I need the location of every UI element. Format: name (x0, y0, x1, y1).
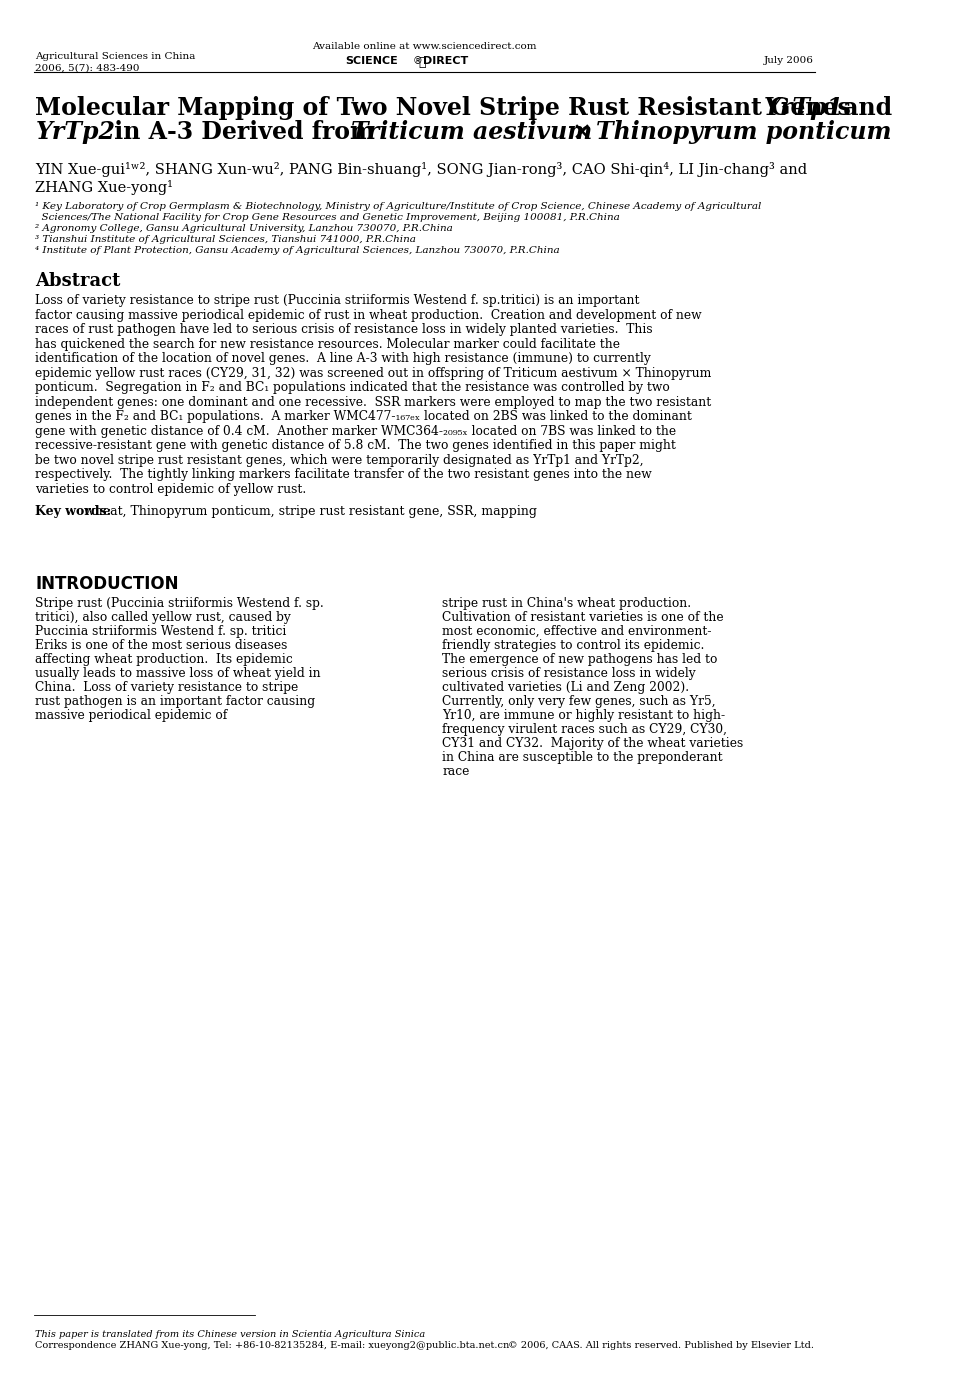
Text: ³ Tianshui Institute of Agricultural Sciences, Tianshui 741000, P.R.China: ³ Tianshui Institute of Agricultural Sci… (36, 235, 417, 244)
Text: Triticum aestivum: Triticum aestivum (351, 120, 592, 144)
Text: wheat, Thinopyrum ponticum, stripe rust resistant gene, SSR, mapping: wheat, Thinopyrum ponticum, stripe rust … (84, 505, 537, 518)
Text: races of rust pathogen have led to serious crisis of resistance loss in widely p: races of rust pathogen have led to serio… (36, 323, 653, 335)
Text: in A-3 Derived from: in A-3 Derived from (107, 120, 383, 144)
Text: independent genes: one dominant and one recessive.  SSR markers were employed to: independent genes: one dominant and one … (36, 396, 711, 408)
Text: Yr10, are immune or highly resistant to high-: Yr10, are immune or highly resistant to … (443, 709, 725, 722)
Text: ² Agronomy College, Gansu Agricultural University, Lanzhou 730070, P.R.China: ² Agronomy College, Gansu Agricultural U… (36, 224, 453, 233)
Text: YrTp1: YrTp1 (764, 97, 844, 120)
Text: race: race (443, 765, 469, 778)
Text: Abstract: Abstract (36, 272, 121, 290)
Text: has quickened the search for new resistance resources. Molecular marker could fa: has quickened the search for new resista… (36, 338, 620, 351)
Text: Cultivation of resistant varieties is one of the: Cultivation of resistant varieties is on… (443, 611, 724, 624)
Text: ⁴ Institute of Plant Protection, Gansu Academy of Agricultural Sciences, Lanzhou: ⁴ Institute of Plant Protection, Gansu A… (36, 246, 560, 255)
Text: respectively.  The tightly linking markers facilitate transfer of the two resist: respectively. The tightly linking marker… (36, 468, 652, 482)
Text: INTRODUCTION: INTRODUCTION (36, 575, 179, 593)
Text: factor causing massive periodical epidemic of rust in wheat production.  Creatio: factor causing massive periodical epidem… (36, 309, 702, 322)
Text: July 2006: July 2006 (763, 57, 813, 65)
Text: ⓐ: ⓐ (419, 57, 425, 69)
Text: Eriks is one of the most serious diseases: Eriks is one of the most serious disease… (36, 639, 288, 651)
Text: DIRECT: DIRECT (422, 57, 468, 66)
Text: epidemic yellow rust races (CY29, 31, 32) was screened out in offspring of Triti: epidemic yellow rust races (CY29, 31, 32… (36, 367, 711, 380)
Text: massive periodical epidemic of: massive periodical epidemic of (36, 709, 228, 722)
Text: YrTp2: YrTp2 (36, 120, 115, 144)
Text: and: and (835, 97, 892, 120)
Text: genes in the F₂ and BC₁ populations.  A marker WMC477-₁₆₇ₑₓ located on 2BS was l: genes in the F₂ and BC₁ populations. A m… (36, 410, 692, 424)
Text: Puccinia striiformis Westend f. sp. tritici: Puccinia striiformis Westend f. sp. trit… (36, 625, 287, 638)
Text: recessive-resistant gene with genetic distance of 5.8 cM.  The two genes identif: recessive-resistant gene with genetic di… (36, 439, 676, 453)
Text: ¹ Key Laboratory of Crop Germplasm & Biotechnology, Ministry of Agriculture/Inst: ¹ Key Laboratory of Crop Germplasm & Bio… (36, 201, 761, 211)
Text: ×: × (564, 120, 600, 144)
Text: varieties to control epidemic of yellow rust.: varieties to control epidemic of yellow … (36, 483, 306, 495)
Text: Key words:: Key words: (36, 505, 116, 518)
Text: Thinopyrum ponticum: Thinopyrum ponticum (596, 120, 892, 144)
Text: SCIENCE: SCIENCE (345, 57, 397, 66)
Text: usually leads to massive loss of wheat yield in: usually leads to massive loss of wheat y… (36, 667, 321, 680)
Text: stripe rust in China's wheat production.: stripe rust in China's wheat production. (443, 598, 691, 610)
Text: Molecular Mapping of Two Novel Stripe Rust Resistant Genes: Molecular Mapping of Two Novel Stripe Ru… (36, 97, 859, 120)
Text: CY31 and CY32.  Majority of the wheat varieties: CY31 and CY32. Majority of the wheat var… (443, 737, 743, 749)
Text: Correspondence ZHANG Xue-yong, Tel: +86-10-82135284, E-mail: xueyong2@public.bta: Correspondence ZHANG Xue-yong, Tel: +86-… (36, 1341, 510, 1350)
Text: ponticum.  Segregation in F₂ and BC₁ populations indicated that the resistance w: ponticum. Segregation in F₂ and BC₁ popu… (36, 381, 670, 395)
Text: Available online at www.sciencedirect.com: Available online at www.sciencedirect.co… (312, 41, 537, 51)
Text: serious crisis of resistance loss in widely: serious crisis of resistance loss in wid… (443, 667, 696, 680)
Text: in China are susceptible to the preponderant: in China are susceptible to the preponde… (443, 751, 723, 765)
Text: most economic, effective and environment-: most economic, effective and environment… (443, 625, 711, 638)
Text: tritici), also called yellow rust, caused by: tritici), also called yellow rust, cause… (36, 611, 291, 624)
Text: ZHANG Xue-yong¹: ZHANG Xue-yong¹ (36, 179, 174, 195)
Text: identification of the location of novel genes.  A line A-3 with high resistance : identification of the location of novel … (36, 352, 651, 364)
Text: be two novel stripe rust resistant genes, which were temporarily designated as Y: be two novel stripe rust resistant genes… (36, 454, 644, 466)
Text: Sciences/The National Facility for Crop Gene Resources and Genetic Improvement, : Sciences/The National Facility for Crop … (36, 213, 620, 222)
Text: YIN Xue-gui¹ʷ², SHANG Xun-wu², PANG Bin-shuang¹, SONG Jian-rong³, CAO Shi-qin⁴, : YIN Xue-gui¹ʷ², SHANG Xun-wu², PANG Bin-… (36, 161, 807, 177)
Text: This paper is translated from its Chinese version in Scientia Agricultura Sinica: This paper is translated from its Chines… (36, 1330, 425, 1339)
Text: frequency virulent races such as CY29, CY30,: frequency virulent races such as CY29, C… (443, 723, 727, 736)
Text: Loss of variety resistance to stripe rust (Puccinia striiformis Westend f. sp.tr: Loss of variety resistance to stripe rus… (36, 294, 640, 306)
Text: rust pathogen is an important factor causing: rust pathogen is an important factor cau… (36, 696, 316, 708)
Text: friendly strategies to control its epidemic.: friendly strategies to control its epide… (443, 639, 705, 651)
Text: gene with genetic distance of 0.4 cM.  Another marker WMC364-₂₀₉₅ₓ located on 7B: gene with genetic distance of 0.4 cM. An… (36, 425, 677, 437)
Text: Currently, only very few genes, such as Yr5,: Currently, only very few genes, such as … (443, 696, 716, 708)
Text: cultivated varieties (Li and Zeng 2002).: cultivated varieties (Li and Zeng 2002). (443, 680, 689, 694)
Text: 2006, 5(7): 483-490: 2006, 5(7): 483-490 (36, 63, 140, 73)
Text: affecting wheat production.  Its epidemic: affecting wheat production. Its epidemic (36, 653, 293, 667)
Text: ®: ® (413, 57, 422, 66)
Text: © 2006, CAAS. All rights reserved. Published by Elsevier Ltd.: © 2006, CAAS. All rights reserved. Publi… (508, 1341, 813, 1350)
Text: Stripe rust (Puccinia striiformis Westend f. sp.: Stripe rust (Puccinia striiformis Westen… (36, 598, 324, 610)
Text: Agricultural Sciences in China: Agricultural Sciences in China (36, 52, 196, 61)
Text: China.  Loss of variety resistance to stripe: China. Loss of variety resistance to str… (36, 680, 299, 694)
Text: The emergence of new pathogens has led to: The emergence of new pathogens has led t… (443, 653, 717, 667)
